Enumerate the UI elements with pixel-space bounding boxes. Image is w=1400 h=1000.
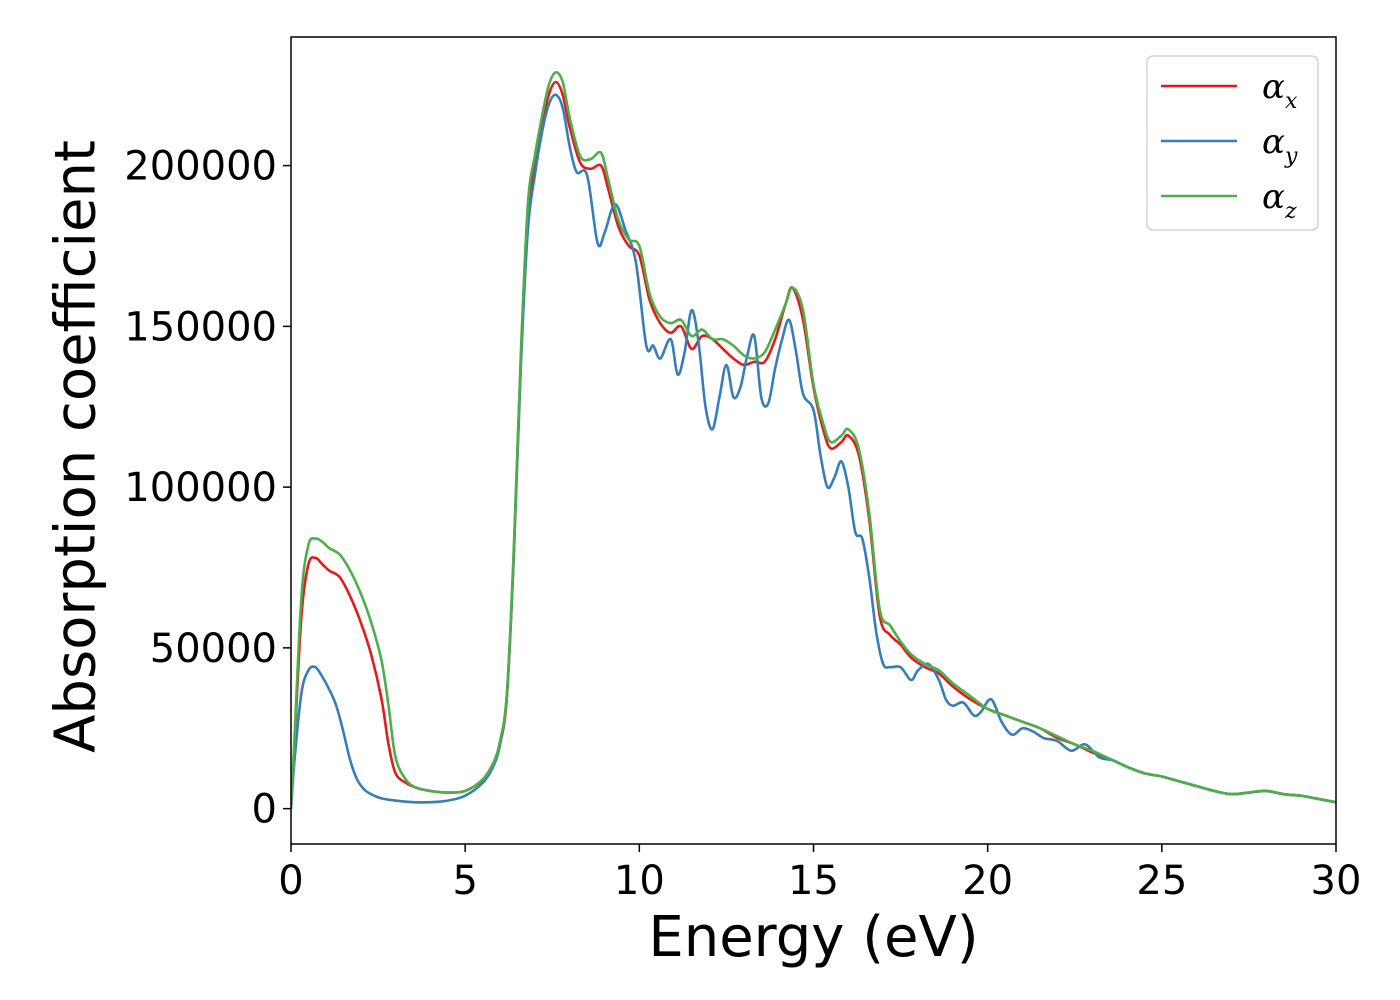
legend-label-x: αx [1262,67,1298,114]
legend-label-y: αy [1262,122,1298,169]
series-line-z [291,71,1336,809]
y-tick-label: 100000 [124,465,277,511]
legend-label-z: αz [1262,177,1297,224]
x-tick-label: 0 [278,858,303,904]
x-tick-label: 30 [1311,858,1362,904]
x-axis: 0 5 10 15 20 25 30 [278,844,1361,904]
legend: αx αy αz [1146,55,1319,231]
y-tick-label: 50000 [150,626,277,672]
x-tick-label: 15 [788,858,839,904]
x-tick-label: 25 [1136,858,1187,904]
x-axis-title: Energy (eV) [648,905,978,970]
legend-box [1146,55,1319,231]
y-axis: 0 50000 100000 150000 200000 [124,144,291,833]
x-tick-label: 5 [452,858,477,904]
y-axis-title: Absorption coefficient [44,140,109,753]
y-tick-label: 150000 [124,304,277,350]
x-tick-label: 10 [614,858,665,904]
plot-lines [291,71,1336,809]
y-tick-label: 200000 [124,144,277,190]
series-line-y [291,93,1336,809]
y-tick-label: 0 [252,787,277,833]
x-tick-label: 20 [962,858,1013,904]
